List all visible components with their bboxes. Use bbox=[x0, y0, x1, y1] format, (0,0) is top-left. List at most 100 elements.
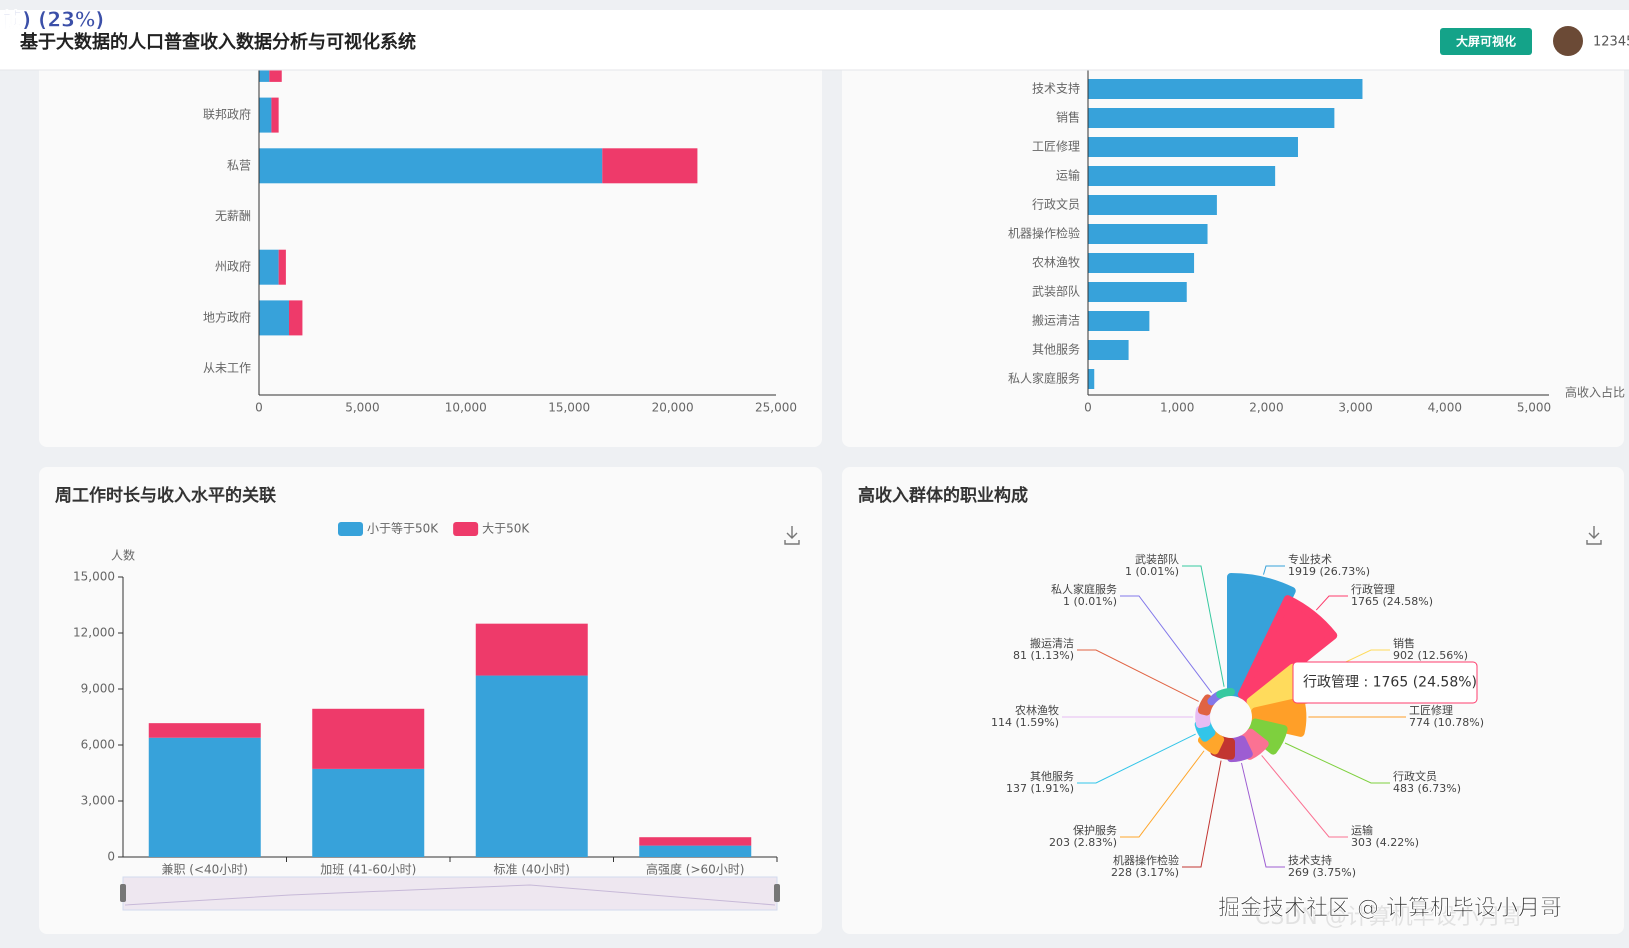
legend-label[interactable]: 大于50K bbox=[482, 522, 530, 536]
x-tick-label: 加班 (41-60小时) bbox=[320, 863, 416, 877]
slice-label: 销售 bbox=[1393, 636, 1415, 650]
bar bbox=[288, 300, 303, 336]
rose-slice[interactable] bbox=[1237, 595, 1338, 706]
y-tick-label: 搬运清洁 bbox=[1032, 313, 1080, 328]
slice-value-label: 1919 (26.73%) bbox=[1288, 565, 1370, 578]
leader-line bbox=[1120, 750, 1205, 838]
chart-title: 高收入群体的职业构成 bbox=[858, 485, 1028, 506]
y-tick-label: 工匠修理 bbox=[1032, 139, 1080, 154]
slice-label: 行政管理 bbox=[1351, 582, 1395, 596]
user-name[interactable]: 12345 bbox=[1593, 35, 1629, 50]
slice-label: 私人家庭服务 bbox=[1051, 582, 1117, 596]
x-tick-label: 4,000 bbox=[1428, 401, 1462, 415]
bar bbox=[1088, 224, 1208, 244]
slice-label: 农林渔牧 bbox=[1015, 703, 1059, 717]
slider-track bbox=[122, 876, 778, 911]
slice-label: 技术支持 bbox=[1288, 853, 1332, 867]
data-zoom-slider[interactable] bbox=[120, 876, 780, 911]
y-axis-name: 人数 bbox=[111, 548, 135, 563]
leader-line bbox=[1077, 733, 1196, 784]
bar bbox=[1088, 166, 1276, 186]
y-tick-label: 运输 bbox=[1056, 168, 1080, 183]
bar bbox=[271, 97, 279, 133]
y-tick-label: 3,000 bbox=[81, 794, 115, 808]
bar bbox=[148, 723, 261, 738]
slider-handle[interactable] bbox=[774, 884, 780, 902]
screen-button[interactable] bbox=[1440, 28, 1532, 55]
slice-label: 工匠修理 bbox=[1409, 703, 1453, 717]
slice-label: 其他服务 bbox=[1030, 770, 1074, 783]
header bbox=[0, 10, 1629, 70]
x-tick-label: 5,000 bbox=[1517, 401, 1551, 415]
x-tick-label: 高强度 (>60小时) bbox=[646, 862, 745, 877]
x-tick-label: 0 bbox=[1084, 401, 1092, 415]
slice-value-label: 774 (10.78%) bbox=[1409, 716, 1484, 729]
x-tick-label: 3,000 bbox=[1338, 401, 1372, 415]
bar bbox=[639, 845, 752, 857]
slice-label: 专业技术 bbox=[1288, 552, 1332, 566]
leader-line bbox=[1240, 762, 1285, 868]
y-tick-label: 武装部队 bbox=[1032, 284, 1080, 299]
legend-swatch[interactable] bbox=[453, 522, 479, 536]
screen-button-label[interactable]: 大屏可视化 bbox=[1456, 34, 1516, 49]
panel bbox=[842, 40, 1624, 447]
slice-value-label: 1765 (24.58%) bbox=[1351, 595, 1433, 608]
leader-line bbox=[1182, 760, 1222, 868]
slice-label: 机器操作检验 bbox=[1113, 853, 1179, 867]
y-tick-label: 行政文员 bbox=[1032, 197, 1080, 212]
slice-value-label: 203 (2.83%) bbox=[1049, 836, 1117, 849]
tooltip bbox=[1292, 661, 1478, 704]
rose-slice[interactable] bbox=[1227, 573, 1296, 699]
chart-title: 周工作时长与收入水平的关联 bbox=[55, 485, 276, 506]
download-icon[interactable] bbox=[784, 526, 1602, 545]
leader-line bbox=[1182, 565, 1225, 687]
y-tick-label: 地方政府 bbox=[203, 309, 251, 324]
avatar[interactable] bbox=[1553, 26, 1583, 56]
panel bbox=[842, 467, 1624, 934]
y-tick-label: 州政府 bbox=[215, 259, 251, 274]
y-tick-label: 技术支持 bbox=[1032, 81, 1080, 96]
bar bbox=[259, 97, 272, 133]
legend-label[interactable]: 小于等于50K bbox=[367, 522, 439, 536]
bar bbox=[312, 708, 425, 769]
y-tick-label: 15,000 bbox=[73, 570, 115, 584]
x-tick-label: 标准 (40小时) bbox=[494, 863, 570, 877]
rose-slice[interactable] bbox=[1216, 687, 1235, 699]
bar bbox=[148, 737, 261, 857]
leader-line bbox=[1284, 742, 1390, 784]
x-tick-label: 10,000 bbox=[445, 401, 487, 415]
x-tick-label: 25,000 bbox=[755, 401, 797, 415]
slice-label: 行政文员 bbox=[1393, 769, 1437, 783]
bar bbox=[1088, 369, 1095, 389]
x-tick-label: 兼职 (<40小时) bbox=[161, 863, 248, 877]
legend-swatch[interactable] bbox=[338, 522, 363, 536]
bar bbox=[259, 249, 279, 285]
x-tick-label: 15,000 bbox=[548, 401, 590, 415]
y-tick-label: 9,000 bbox=[81, 682, 115, 696]
leader-line bbox=[1315, 595, 1348, 611]
bar bbox=[639, 837, 752, 846]
bar bbox=[1088, 108, 1335, 128]
slice-value-label: 483 (6.73%) bbox=[1393, 782, 1461, 795]
leader-line bbox=[1263, 565, 1285, 575]
y-tick-label: 0 bbox=[107, 850, 115, 864]
bar bbox=[259, 148, 603, 184]
rose-slice[interactable] bbox=[1246, 718, 1288, 755]
x-tick-label: 0 bbox=[255, 401, 263, 415]
y-tick-label: 12,000 bbox=[73, 626, 115, 640]
x-tick-label: 20,000 bbox=[652, 401, 694, 415]
y-tick-label: 销售 bbox=[1056, 110, 1080, 125]
bar bbox=[1088, 137, 1298, 157]
slice-value-label: 228 (3.17%) bbox=[1111, 866, 1179, 879]
bar bbox=[1088, 282, 1187, 302]
bar bbox=[312, 768, 425, 857]
slider-handle[interactable] bbox=[120, 884, 126, 902]
y-tick-label: 私人家庭服务 bbox=[1008, 371, 1080, 386]
slice-value-label: 114 (1.59%) bbox=[991, 716, 1059, 729]
slice-value-label: 902 (12.56%) bbox=[1393, 649, 1468, 662]
watermark-faint: CSDN @计算机毕设小月哥 bbox=[1255, 905, 1523, 930]
slice-value-label: 137 (1.91%) bbox=[1006, 782, 1074, 795]
overlay-text: 帧) (23%) bbox=[2, 8, 104, 32]
